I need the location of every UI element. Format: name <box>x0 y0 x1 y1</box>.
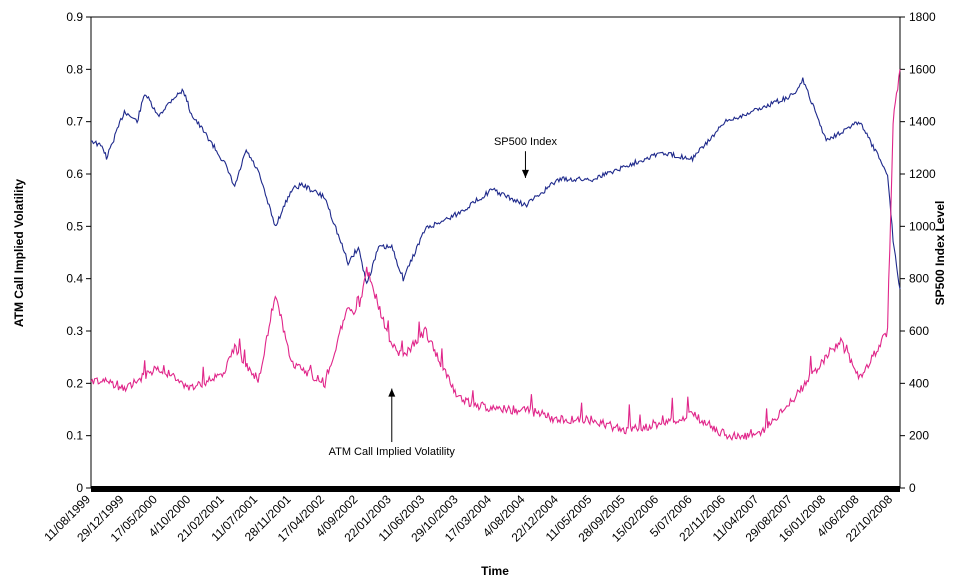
annotation-label: ATM Call Implied Volatility <box>329 446 456 458</box>
x-axis-title: Time <box>481 564 509 578</box>
y-axis-right-title: SP500 Index Level <box>933 201 947 306</box>
left-tick-label: 0.4 <box>66 272 83 286</box>
annotation-arrow-head <box>521 169 529 178</box>
left-axis-ticks: 0 0.1 0.2 0.3 0.4 0.5 0.6 0.7 0.8 0.9 <box>66 10 91 495</box>
x-axis-ticks: 11/08/199929/12/199917/05/20004/10/20002… <box>41 492 895 545</box>
right-tick-label: 600 <box>909 324 929 338</box>
left-tick-label: 0.3 <box>66 324 83 338</box>
implied-volatility-line <box>90 69 901 441</box>
right-tick-label: 1800 <box>909 10 936 24</box>
y-axis-left-title: ATM Call Implied Volatility <box>12 179 26 328</box>
sp500-index-line <box>91 77 901 290</box>
left-tick-label: 0.5 <box>66 219 83 233</box>
left-tick-label: 0.2 <box>66 376 83 390</box>
left-tick-label: 0 <box>76 481 83 495</box>
right-tick-label: 0 <box>909 481 916 495</box>
annotation-layer: SP500 Index ATM Call Implied Volatility <box>329 136 558 458</box>
right-tick-label: 1600 <box>909 62 936 76</box>
left-tick-label: 0.7 <box>66 115 83 129</box>
left-tick-label: 0.1 <box>66 429 83 443</box>
left-tick-label: 0.6 <box>66 167 83 181</box>
annotation-label: SP500 Index <box>494 136 557 148</box>
left-tick-label: 0.8 <box>66 62 83 76</box>
right-tick-label: 800 <box>909 272 929 286</box>
annotation-arrow-head <box>388 388 396 397</box>
left-tick-label: 0.9 <box>66 10 83 24</box>
right-tick-label: 400 <box>909 376 929 390</box>
right-tick-label: 1400 <box>909 115 936 129</box>
series-layer <box>90 69 901 441</box>
right-axis-ticks: 0 200 400 600 800 1000 1200 1400 1600 1800 <box>900 10 936 495</box>
right-tick-label: 1200 <box>909 167 936 181</box>
right-tick-label: 1000 <box>909 219 936 233</box>
right-tick-label: 200 <box>909 429 929 443</box>
x-axis-band <box>91 486 900 492</box>
